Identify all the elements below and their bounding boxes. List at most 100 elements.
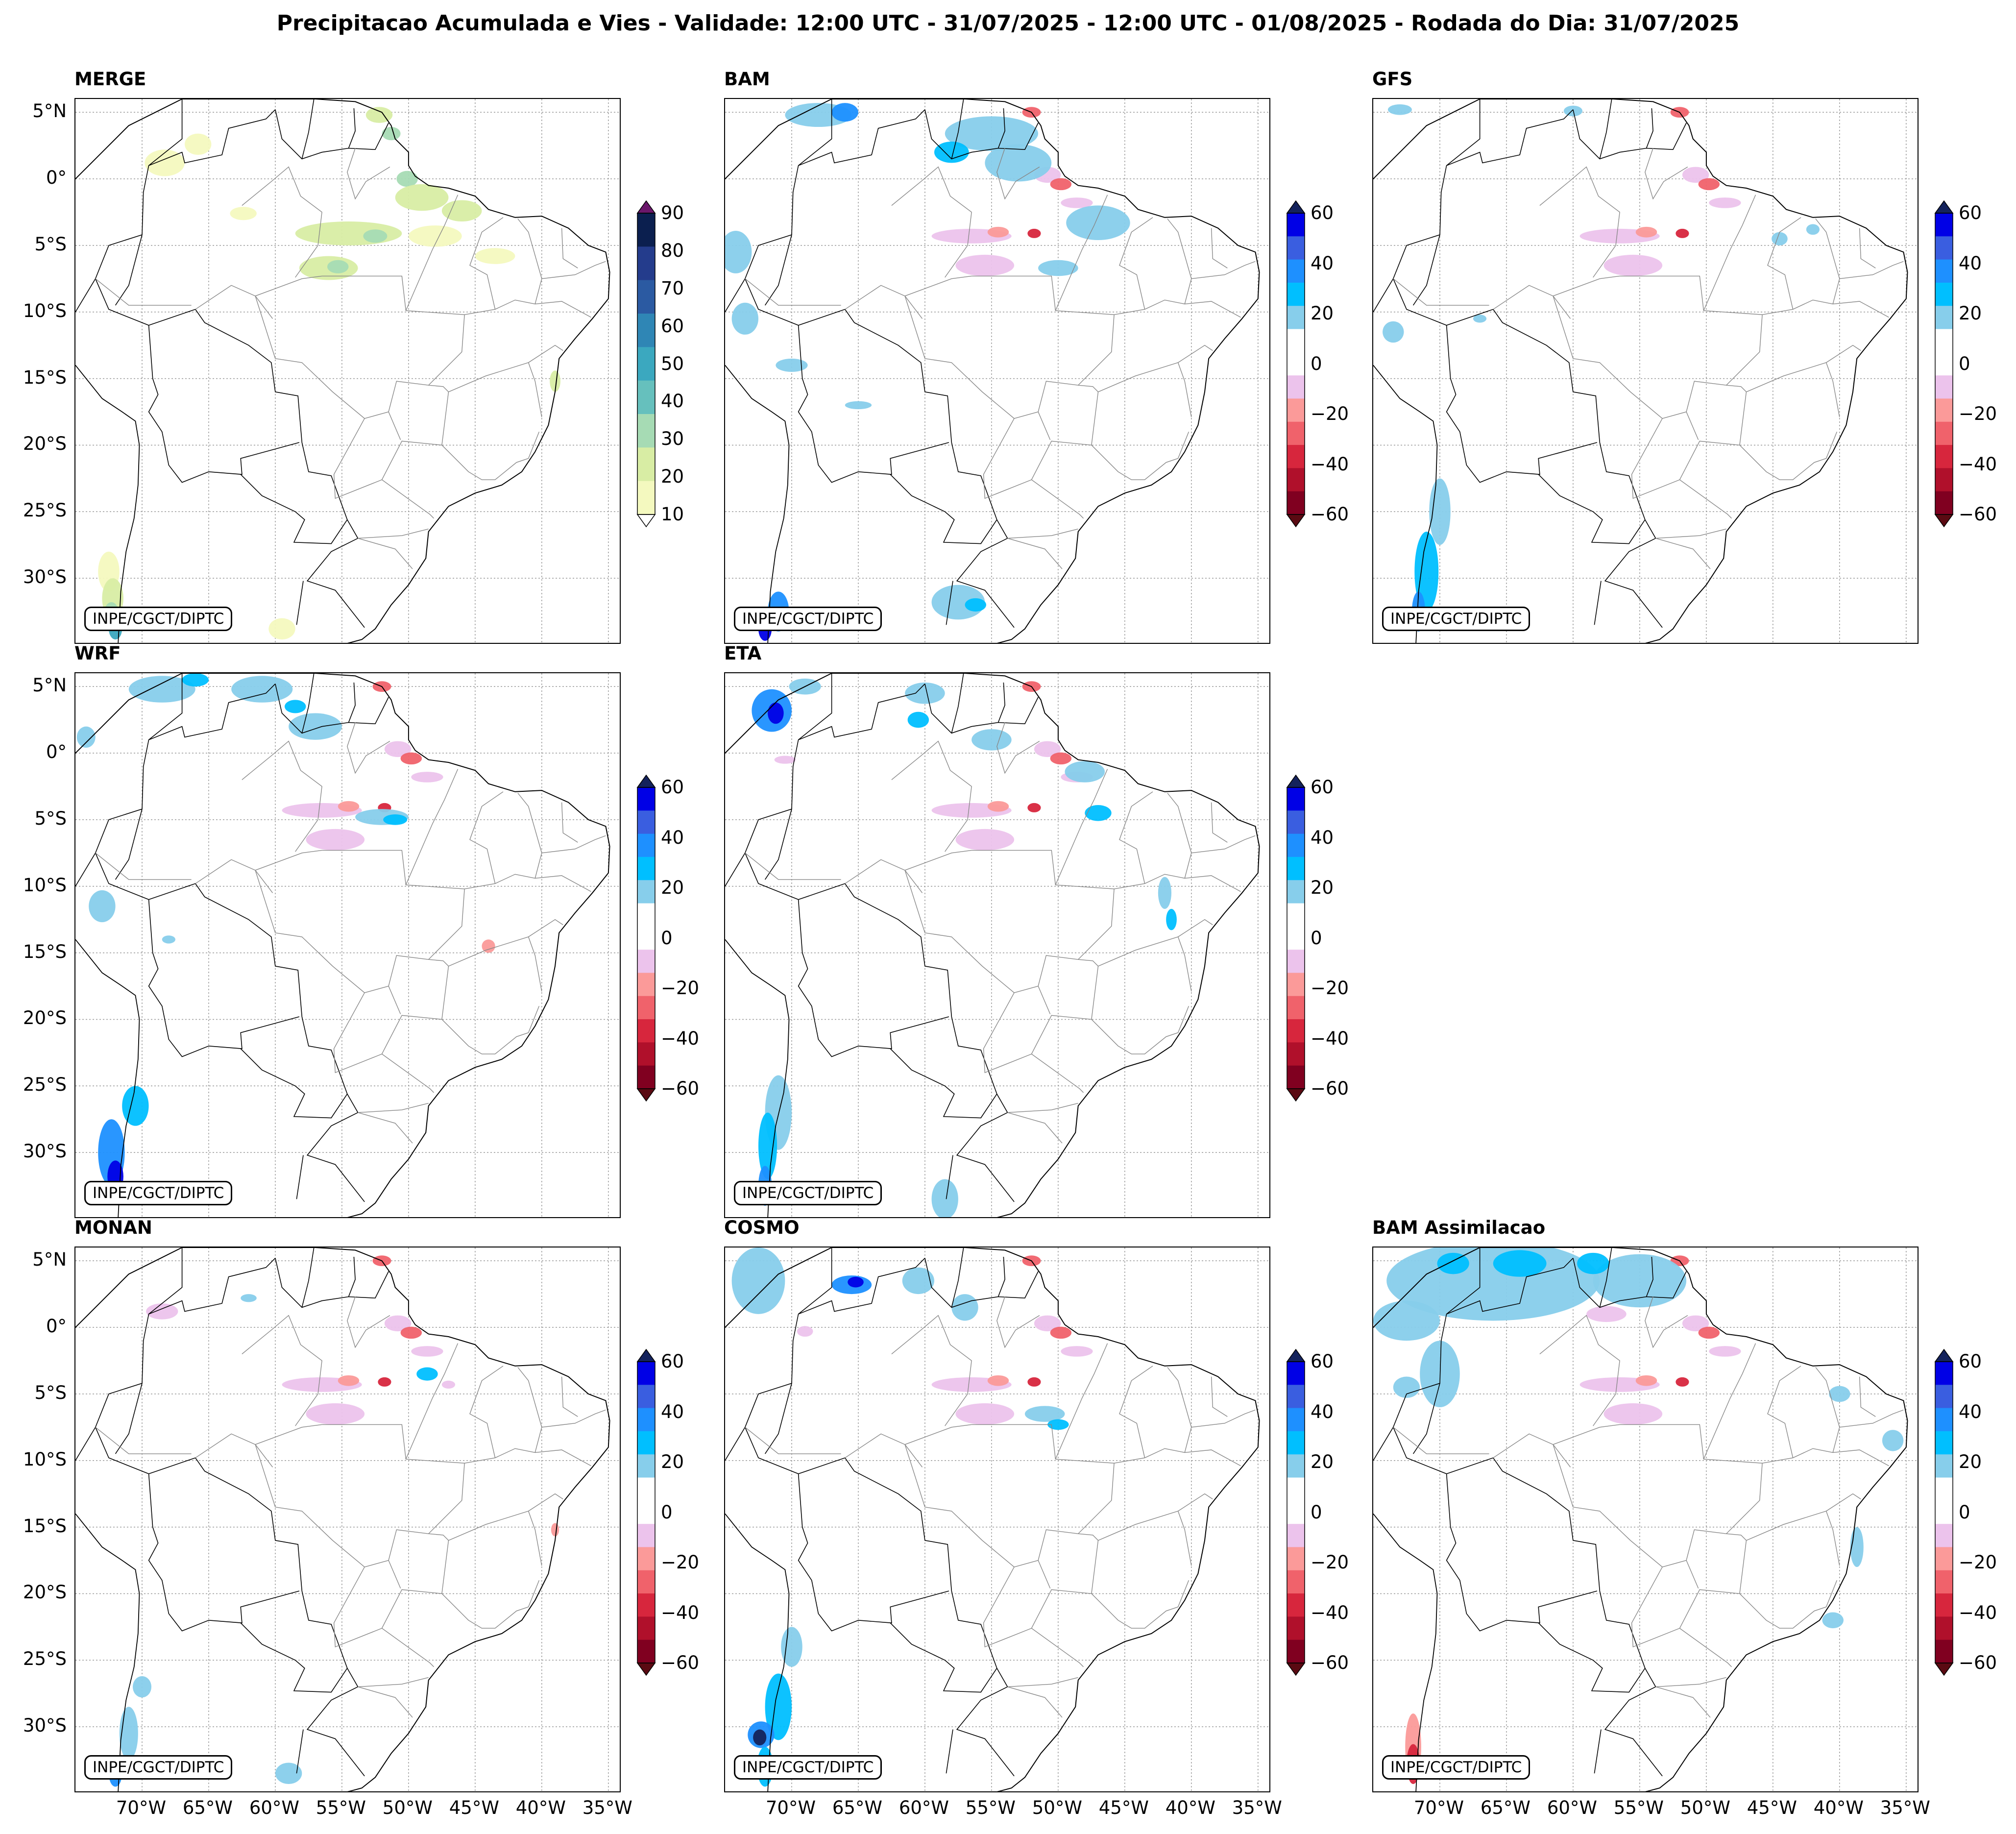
panel-wrf: WRF INPE/CGCT/DIPTC 5°N 0° 5°S 10°S 15°S 20°S 25… bbox=[23, 643, 699, 1218]
colorbar-swatch bbox=[637, 1454, 655, 1478]
country-border bbox=[725, 365, 790, 643]
colorbar-tick-label: 40 bbox=[661, 827, 684, 848]
map-cosmo: INPE/CGCT/DIPTC bbox=[724, 1247, 1270, 1792]
country-border bbox=[1446, 1247, 1481, 1315]
country-border bbox=[1594, 581, 1602, 625]
state-border bbox=[1655, 1677, 1726, 1687]
field-patch bbox=[945, 116, 1039, 151]
field-patch bbox=[132, 1676, 152, 1698]
field-patch bbox=[338, 801, 360, 812]
country-border bbox=[725, 939, 790, 1217]
field-patch bbox=[965, 598, 987, 612]
field-patch bbox=[902, 1267, 934, 1295]
lat-tick-label: 30°S bbox=[23, 566, 67, 588]
state-border bbox=[528, 919, 563, 937]
colorbar-tick-label: −20 bbox=[661, 1552, 700, 1573]
colorbar-swatch bbox=[1935, 421, 1953, 445]
state-border bbox=[358, 528, 429, 539]
colorbar-bias: 60 40 20 0 −20 −40 −60 bbox=[1934, 200, 1997, 531]
lon-tick-label: 70°W bbox=[765, 1797, 816, 1818]
colorbar-tick-label: 60 bbox=[1959, 202, 1982, 223]
colorbar-tick-label: 40 bbox=[661, 391, 684, 412]
state-border bbox=[1839, 261, 1904, 279]
state-border bbox=[1686, 1560, 1699, 1589]
field-patch bbox=[955, 829, 1015, 851]
state-border bbox=[464, 219, 542, 315]
field-patch bbox=[363, 229, 388, 243]
field-patch bbox=[231, 676, 293, 703]
state-border bbox=[904, 1444, 923, 1467]
state-border bbox=[1185, 1449, 1241, 1467]
lon-tick-label: 65°W bbox=[832, 1797, 883, 1818]
colorbar-swatch bbox=[1287, 1500, 1305, 1524]
country-border bbox=[725, 278, 746, 313]
field-patch bbox=[396, 171, 418, 187]
state-border bbox=[891, 1315, 972, 1426]
country-border bbox=[148, 325, 300, 483]
colorbar-tick-label: −60 bbox=[661, 1078, 700, 1099]
country-border bbox=[798, 883, 1015, 1202]
colorbar-swatch bbox=[1287, 1616, 1305, 1640]
field-patch bbox=[1166, 908, 1177, 930]
field-patch bbox=[1158, 877, 1172, 909]
credit-label: INPE/CGCT/DIPTC bbox=[1382, 607, 1530, 631]
colorbar-extend-bottom bbox=[1286, 514, 1306, 528]
panel-title: BAM Assimilacao bbox=[1372, 1217, 1546, 1238]
colorbar-tick-label: −40 bbox=[1959, 1602, 1997, 1623]
state-border bbox=[1655, 528, 1726, 539]
state-border bbox=[469, 217, 504, 310]
colorbar-tick-label: −60 bbox=[1311, 1652, 1349, 1673]
lat-tick-label: 10°S bbox=[23, 874, 67, 896]
field-patch bbox=[768, 702, 784, 724]
colorbar-tick-label: −60 bbox=[661, 1652, 700, 1673]
state-border bbox=[464, 1367, 542, 1464]
field-patch bbox=[1038, 260, 1078, 276]
lon-tick-label: 45°W bbox=[1747, 1797, 1797, 1818]
state-border bbox=[1826, 344, 1861, 363]
field-patch bbox=[1772, 232, 1788, 245]
state-border bbox=[541, 835, 606, 854]
state-border bbox=[441, 1006, 540, 1054]
colorbar-swatch bbox=[637, 833, 655, 857]
state-border bbox=[972, 1424, 1192, 1648]
colorbar-swatch bbox=[637, 314, 655, 347]
colorbar-tick-label: −20 bbox=[1959, 403, 1997, 424]
state-border bbox=[255, 275, 365, 419]
country-border bbox=[148, 899, 300, 1057]
colorbar-tick-label: 20 bbox=[1959, 1451, 1982, 1472]
lon-tick-label: 40°W bbox=[1165, 1797, 1215, 1818]
state-border bbox=[322, 275, 542, 499]
colorbar-swatch bbox=[1287, 1362, 1305, 1385]
state-border bbox=[904, 295, 923, 319]
state-border bbox=[388, 1560, 401, 1589]
field-patch bbox=[441, 200, 482, 221]
state-border bbox=[1114, 1367, 1192, 1464]
colorbar-tick-label: 20 bbox=[661, 1451, 684, 1472]
colorbar-bias: 60 40 20 0 −20 −40 −60 bbox=[1286, 1348, 1349, 1680]
state-border bbox=[1178, 919, 1213, 937]
colorbar-tick-label: 40 bbox=[1311, 252, 1334, 274]
state-border bbox=[1739, 432, 1838, 480]
country-border bbox=[115, 808, 143, 880]
colorbar-tick-label: −40 bbox=[661, 1602, 700, 1623]
country-border bbox=[997, 682, 1005, 723]
country-border bbox=[924, 1258, 1039, 1308]
country-border bbox=[348, 1256, 356, 1297]
state-border bbox=[996, 148, 1040, 200]
state-border bbox=[1553, 1424, 1663, 1567]
panel-title: BAM bbox=[724, 69, 770, 90]
state-border bbox=[1211, 1376, 1228, 1417]
field-patch bbox=[119, 1707, 138, 1761]
figure-title: Precipitacao Acumulada e Vies - Validade… bbox=[276, 11, 1740, 36]
country-border bbox=[890, 1048, 997, 1119]
country-border bbox=[725, 853, 746, 887]
field-patch bbox=[1050, 752, 1072, 765]
colorbar-bias: 60 40 20 0 −20 −40 −60 bbox=[636, 774, 699, 1105]
state-border bbox=[255, 870, 273, 893]
state-border bbox=[1038, 412, 1051, 440]
state-border bbox=[195, 859, 256, 884]
colorbar-swatch bbox=[1935, 1408, 1953, 1432]
coastline bbox=[1373, 1247, 1908, 1791]
country-border bbox=[1446, 99, 1481, 166]
colorbar-swatch bbox=[1287, 1547, 1305, 1571]
